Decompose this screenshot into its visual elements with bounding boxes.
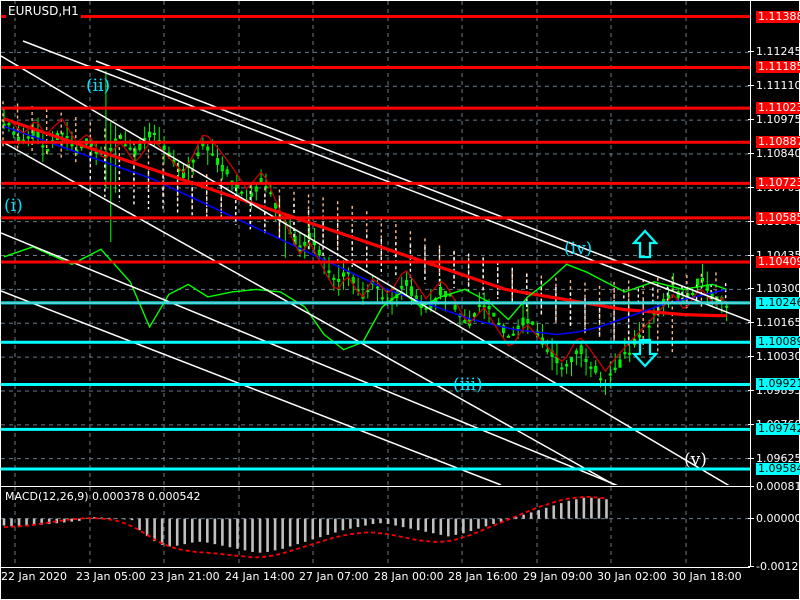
resistance-price-label: 1.10887 [756, 136, 800, 149]
macd-axis-label: 0.000816 [748, 481, 800, 493]
support-price-label: 1.10246 [756, 296, 800, 309]
time-axis-label: 30 Jan 18:00 [672, 570, 742, 583]
time-axis-line [1, 567, 750, 568]
resistance-price-label: 1.10409 [756, 256, 800, 269]
time-axis-label: 24 Jan 14:00 [225, 570, 295, 583]
time-axis-label: 28 Jan 16:00 [448, 570, 518, 583]
time-axis-label: 27 Jan 07:00 [299, 570, 369, 583]
resistance-price-label: 1.11185 [756, 61, 800, 74]
elliott-wave-label-ii: (ii) [86, 76, 111, 96]
macd-indicator-pane[interactable] [1, 487, 750, 567]
price-chart-pane[interactable] [1, 1, 750, 485]
macd-axis-label: -0.001250 [747, 561, 800, 573]
price-axis-line [750, 1, 751, 567]
support-price-label: 1.09921 [756, 378, 800, 391]
support-price-label: 1.09584 [756, 462, 800, 475]
price-tick-label: 1.09625 [748, 451, 800, 465]
up-arrow-icon [632, 229, 658, 259]
price-tick-label: 1.10840 [748, 146, 800, 160]
elliott-wave-label-i: (i) [4, 196, 23, 216]
pane-divider [1, 486, 750, 487]
time-axis-label: 28 Jan 00:00 [374, 570, 444, 583]
elliott-wave-label-iv: (iv) [564, 239, 593, 259]
resistance-price-label: 1.11023 [756, 102, 800, 115]
time-axis-label: 23 Jan 21:00 [150, 570, 220, 583]
resistance-price-label: 1.11388 [756, 10, 800, 23]
price-chart-canvas [1, 1, 750, 485]
time-axis-label: 22 Jan 2020 [1, 570, 67, 583]
resistance-price-label: 1.10585 [756, 211, 800, 224]
macd-axis-label: 0.000000 [748, 512, 800, 525]
price-tick-label: 1.10300 [748, 282, 800, 296]
resistance-price-label: 1.10723 [756, 177, 800, 190]
price-tick-label: 1.11245 [748, 45, 800, 59]
price-tick-label: 1.10975 [748, 113, 800, 127]
price-tick-label: 1.10030 [748, 350, 800, 364]
time-axis-label: 23 Jan 05:00 [76, 570, 146, 583]
time-axis-label: 29 Jan 09:00 [523, 570, 593, 583]
macd-canvas [1, 487, 750, 567]
down-arrow-icon [632, 338, 658, 368]
elliott-wave-label-v: (v) [684, 450, 707, 470]
price-tick-label: 1.11110 [748, 79, 800, 93]
chart-title: EURUSD,H1 [6, 4, 81, 18]
support-price-label: 1.10089 [756, 336, 800, 349]
support-price-label: 1.09742 [756, 423, 800, 436]
elliott-wave-label-iii: (iii) [453, 375, 483, 395]
time-axis-label: 30 Jan 02:00 [597, 570, 667, 583]
price-tick-label: 1.10165 [748, 316, 800, 330]
macd-title: MACD(12,26,9) 0.000378 0.000542 [5, 490, 201, 503]
